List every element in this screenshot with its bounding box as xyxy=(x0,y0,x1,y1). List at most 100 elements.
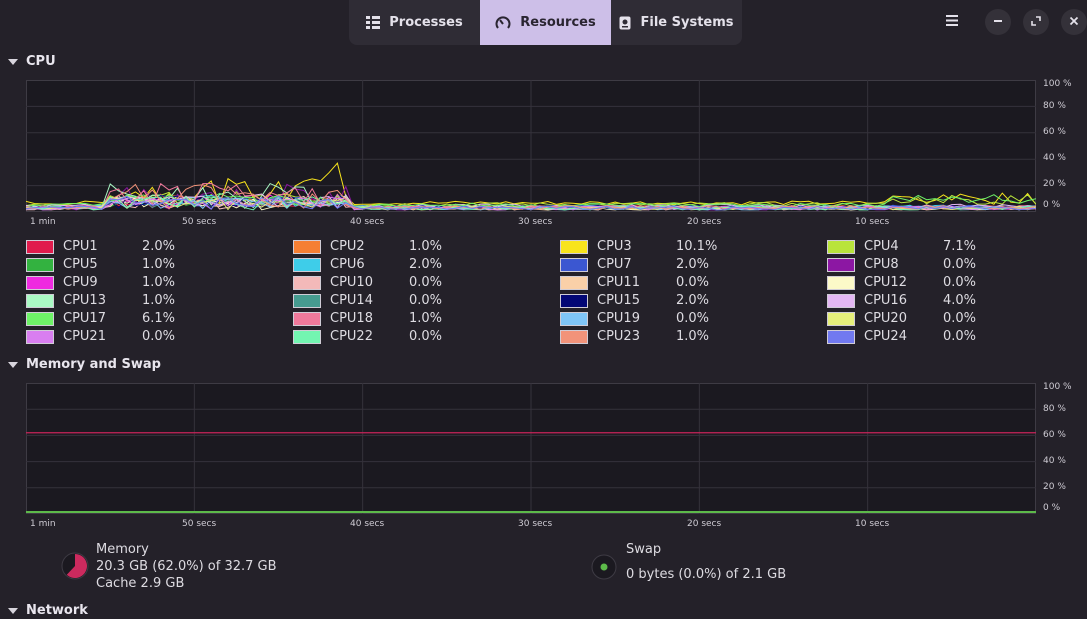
color-swatch-button[interactable] xyxy=(293,276,321,290)
cpu-legend-item[interactable]: CPU5 1.0% xyxy=(26,257,175,273)
color-swatch-button[interactable] xyxy=(26,276,54,290)
cpu-y-tick: 0 % xyxy=(1043,200,1061,210)
memory-usage: 20.3 GB (62.0%) of 32.7 GB xyxy=(96,559,277,574)
cpu-legend-item[interactable]: CPU21 0.0% xyxy=(26,329,175,345)
color-swatch-button[interactable] xyxy=(827,330,855,344)
cpu-usage-value: 1.0% xyxy=(142,275,176,290)
cpu-usage-value: 2.0% xyxy=(409,257,443,272)
cpu-legend-item[interactable]: CPU11 0.0% xyxy=(560,275,709,291)
cpu-legend-item[interactable]: CPU4 7.1% xyxy=(827,239,976,255)
cpu-section-header[interactable]: CPU xyxy=(8,54,56,69)
tab-processes[interactable]: Processes xyxy=(349,0,480,45)
cpu-usage-value: 1.0% xyxy=(676,329,710,344)
cpu-name: CPU20 xyxy=(864,311,907,326)
color-swatch-button[interactable] xyxy=(560,312,588,326)
cpu-name: CPU13 xyxy=(63,293,106,308)
cpu-legend-item[interactable]: CPU19 0.0% xyxy=(560,311,709,327)
memory-section-header[interactable]: Memory and Swap xyxy=(8,357,161,372)
memory-label: Memory xyxy=(96,542,149,557)
cpu-usage-value: 0.0% xyxy=(676,275,710,290)
cpu-name: CPU11 xyxy=(597,275,640,290)
cpu-legend-item[interactable]: CPU14 0.0% xyxy=(293,293,442,309)
memory-cache: Cache 2.9 GB xyxy=(96,576,185,591)
color-swatch-button[interactable] xyxy=(26,294,54,308)
color-swatch-button[interactable] xyxy=(26,258,54,272)
color-swatch-button[interactable] xyxy=(560,294,588,308)
cpu-history-graph xyxy=(26,80,1036,212)
cpu-y-tick: 40 % xyxy=(1043,153,1066,163)
cpu-legend-item[interactable]: CPU7 2.0% xyxy=(560,257,709,273)
cpu-section-title: CPU xyxy=(26,54,56,69)
cpu-legend-item[interactable]: CPU3 10.1% xyxy=(560,239,717,255)
close-icon xyxy=(1069,15,1079,30)
cpu-legend-item[interactable]: CPU9 1.0% xyxy=(26,275,175,291)
memory-x-tick: 10 secs xyxy=(855,519,890,529)
cpu-usage-value: 7.1% xyxy=(943,239,977,254)
tab-processes-label: Processes xyxy=(389,15,463,30)
color-swatch-button[interactable] xyxy=(560,276,588,290)
cpu-usage-value: 2.0% xyxy=(676,257,710,272)
cpu-legend-item[interactable]: CPU10 0.0% xyxy=(293,275,442,291)
color-swatch-button[interactable] xyxy=(293,240,321,254)
color-swatch-button[interactable] xyxy=(26,330,54,344)
view-switcher: Processes Resources File Systems xyxy=(349,0,742,45)
memory-y-tick: 40 % xyxy=(1043,456,1066,466)
cpu-name: CPU12 xyxy=(864,275,907,290)
cpu-usage-value: 6.1% xyxy=(142,311,176,326)
cpu-legend-item[interactable]: CPU17 6.1% xyxy=(26,311,175,327)
cpu-legend-item[interactable]: CPU15 2.0% xyxy=(560,293,709,309)
memory-pie-chart[interactable] xyxy=(61,552,89,580)
swap-label: Swap xyxy=(626,542,662,557)
expander-triangle-icon xyxy=(8,607,18,614)
color-swatch-button[interactable] xyxy=(26,240,54,254)
color-swatch-button[interactable] xyxy=(560,258,588,272)
color-swatch-button[interactable] xyxy=(827,312,855,326)
cpu-legend-item[interactable]: CPU1 2.0% xyxy=(26,239,175,255)
memory-x-tick: 40 secs xyxy=(350,519,385,529)
color-swatch-button[interactable] xyxy=(293,330,321,344)
cpu-legend-item[interactable]: CPU22 0.0% xyxy=(293,329,442,345)
tab-resources[interactable]: Resources xyxy=(480,0,611,45)
cpu-legend-item[interactable]: CPU23 1.0% xyxy=(560,329,709,345)
main-menu-button[interactable] xyxy=(939,9,965,35)
color-swatch-button[interactable] xyxy=(293,312,321,326)
cpu-legend-item[interactable]: CPU16 4.0% xyxy=(827,293,976,309)
minimize-button[interactable] xyxy=(985,9,1011,35)
cpu-name: CPU16 xyxy=(864,293,907,308)
close-button[interactable] xyxy=(1061,9,1087,35)
color-swatch-button[interactable] xyxy=(293,258,321,272)
color-swatch-button[interactable] xyxy=(560,330,588,344)
cpu-legend-item[interactable]: CPU6 2.0% xyxy=(293,257,442,273)
cpu-name: CPU24 xyxy=(864,329,907,344)
color-swatch-button[interactable] xyxy=(827,276,855,290)
color-swatch-button[interactable] xyxy=(293,294,321,308)
tab-file-systems[interactable]: File Systems xyxy=(611,0,742,45)
memory-history-graph xyxy=(26,383,1036,514)
color-swatch-button[interactable] xyxy=(827,294,855,308)
memory-x-tick: 50 secs xyxy=(182,519,217,529)
memory-y-tick: 100 % xyxy=(1043,382,1072,392)
cpu-legend-item[interactable]: CPU24 0.0% xyxy=(827,329,976,345)
cpu-name: CPU17 xyxy=(63,311,106,326)
cpu-legend-item[interactable]: CPU12 0.0% xyxy=(827,275,976,291)
network-section-header[interactable]: Network xyxy=(8,603,88,618)
cpu-usage-value: 0.0% xyxy=(409,293,443,308)
minimize-icon xyxy=(993,15,1003,30)
swap-pie-chart[interactable] xyxy=(591,554,617,580)
color-swatch-button[interactable] xyxy=(26,312,54,326)
cpu-usage-value: 0.0% xyxy=(409,329,443,344)
color-swatch-button[interactable] xyxy=(560,240,588,254)
cpu-legend-item[interactable]: CPU13 1.0% xyxy=(26,293,175,309)
cpu-legend-item[interactable]: CPU8 0.0% xyxy=(827,257,976,273)
maximize-button[interactable] xyxy=(1023,9,1049,35)
cpu-x-tick: 10 secs xyxy=(855,217,890,227)
color-swatch-button[interactable] xyxy=(827,258,855,272)
cpu-legend-item[interactable]: CPU20 0.0% xyxy=(827,311,976,327)
disk-icon xyxy=(619,16,631,30)
cpu-y-tick: 80 % xyxy=(1043,101,1066,111)
color-swatch-button[interactable] xyxy=(827,240,855,254)
swap-indicator-dot xyxy=(600,563,608,571)
cpu-legend-item[interactable]: CPU2 1.0% xyxy=(293,239,442,255)
cpu-y-tick: 60 % xyxy=(1043,127,1066,137)
cpu-legend-item[interactable]: CPU18 1.0% xyxy=(293,311,442,327)
